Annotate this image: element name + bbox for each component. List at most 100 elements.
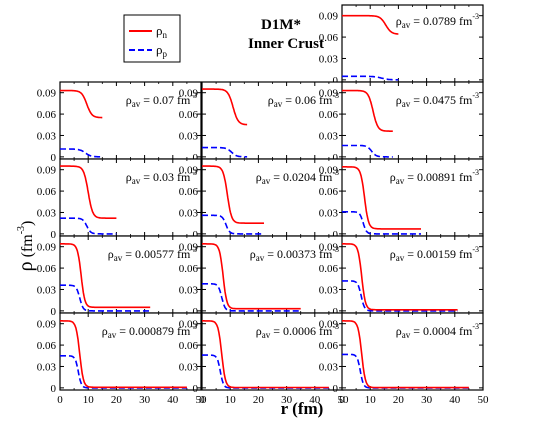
y-tick-label: 0 bbox=[193, 229, 199, 241]
panel-5: 00.030.060.09 ρav = 0.03 fm-3 bbox=[37, 158, 202, 241]
x-tick-label: 30 bbox=[139, 394, 151, 406]
chart-title: D1M* bbox=[261, 17, 301, 33]
panel-6: 0 0.03 0.06 0.09 ρav = 0.0204 fm-3 bbox=[179, 158, 344, 241]
panel-3-neutron-density-line bbox=[202, 88, 248, 126]
x-tick-label: 40 bbox=[449, 394, 461, 406]
panel-4: 0 0.03 0.06 0.09 ρav = 0.0475 fm-3 bbox=[319, 81, 484, 164]
x-tick-label: 10 bbox=[225, 394, 237, 406]
panel-9-rho-av-label: ρav = 0.00373 fm-3 bbox=[250, 245, 339, 263]
y-tick-label: 0.09 bbox=[319, 88, 339, 100]
y-tick-label: 0.03 bbox=[319, 53, 339, 65]
y-tick-label: 0 bbox=[333, 152, 339, 164]
panels-group: 00.030.060.09 ρav = 0.0789 fm-300.030.060… bbox=[37, 4, 490, 406]
y-tick-label: 0 bbox=[193, 152, 199, 164]
y-tick-label: 0.09 bbox=[179, 242, 199, 254]
panel-4-neutron-density-line bbox=[342, 89, 393, 132]
panel-6-neutron-density-line bbox=[202, 165, 264, 224]
panel-2: 00.030.060.09 ρav = 0.07 fm-3 bbox=[37, 81, 202, 164]
y-tick-label: 0.03 bbox=[319, 284, 339, 296]
y-axis-title: ρ (fm-3) bbox=[15, 221, 37, 272]
panel-7: 0 0.03 0.06 0.09 ρav = 0.00891 fm-3 bbox=[319, 158, 484, 241]
y-tick-label: 0.09 bbox=[37, 165, 57, 177]
panel-6-proton-density-line bbox=[202, 214, 264, 235]
panel-7-neutron-density-line bbox=[342, 166, 421, 230]
y-tick-label: 0.09 bbox=[37, 88, 57, 100]
y-tick-label: 0.09 bbox=[179, 88, 199, 100]
y-tick-label: 0 bbox=[333, 75, 339, 87]
panel-9-proton-density-line bbox=[202, 283, 301, 312]
x-axis-title: r (fm) bbox=[281, 399, 324, 418]
legend-neutron-label: ρn bbox=[156, 23, 168, 40]
panel-8-proton-density-line bbox=[60, 284, 151, 312]
panel-1-frame bbox=[341, 4, 484, 83]
panel-7-frame bbox=[341, 158, 484, 237]
panel-3: 00.030.060.09 ρav = 0.06 fm-3 bbox=[179, 81, 344, 164]
y-tick-label: 0.03 bbox=[37, 207, 57, 219]
y-tick-label: 0.09 bbox=[319, 319, 339, 331]
y-tick-label: 0 bbox=[333, 383, 339, 395]
panel-8-neutron-density-line bbox=[60, 243, 151, 309]
y-tick-label: 0 bbox=[193, 383, 199, 395]
y-tick-label: 0 bbox=[333, 306, 339, 318]
panel-10-proton-density-line bbox=[342, 280, 458, 312]
x-tick-label: 10 bbox=[83, 394, 95, 406]
panel-2-frame bbox=[59, 81, 202, 160]
y-tick-label: 0.09 bbox=[37, 319, 57, 331]
panel-1-neutron-density-line bbox=[342, 14, 399, 35]
y-tick-label: 0.09 bbox=[179, 165, 199, 177]
panel-7-proton-density-line bbox=[342, 211, 421, 235]
y-tick-label: 0.03 bbox=[37, 284, 57, 296]
y-tick-label: 0 bbox=[51, 383, 57, 395]
panel-7-rho-av-label: ρav = 0.00891 fm-3 bbox=[390, 168, 479, 186]
y-tick-label: 0 bbox=[193, 306, 199, 318]
panel-10-rho-av-label: ρav = 0.00159 fm-3 bbox=[390, 245, 479, 263]
y-tick-label: 0.03 bbox=[319, 130, 339, 142]
panel-3-proton-density-line bbox=[202, 146, 248, 158]
panel-4-proton-density-line bbox=[342, 144, 393, 158]
y-tick-label: 0 bbox=[51, 229, 57, 241]
y-tick-label: 0.06 bbox=[319, 186, 339, 198]
x-tick-label: 20 bbox=[393, 394, 405, 406]
panel-2-neutron-density-line bbox=[60, 89, 103, 119]
panel-9-neutron-density-line bbox=[202, 243, 301, 310]
panel-2-rho-av-label: ρav = 0.07 fm-3 bbox=[126, 91, 197, 109]
y-tick-label: 0.06 bbox=[37, 340, 57, 352]
panel-5-neutron-density-line bbox=[60, 165, 117, 219]
panel-11-neutron-density-line bbox=[60, 320, 187, 389]
legend-proton-label: ρp bbox=[156, 42, 168, 59]
x-tick-label: 0 bbox=[57, 394, 63, 406]
panel-9-frame bbox=[201, 235, 344, 314]
panel-1: 0 0.03 0.06 0.09 ρav = 0.0789 fm-3 bbox=[319, 4, 484, 87]
panel-3-rho-av-label: ρav = 0.06 fm-3 bbox=[268, 91, 339, 109]
y-tick-label: 0.03 bbox=[319, 207, 339, 219]
y-tick-label: 0.06 bbox=[37, 263, 57, 275]
x-tick-label: 50 bbox=[478, 394, 490, 406]
panel-13-rho-av-label: ρav = 0.0004 fm-3 bbox=[396, 322, 479, 340]
panel-6-rho-av-label: ρav = 0.0204 fm-3 bbox=[256, 168, 339, 186]
panel-8: 00.030.060.09 ρav = 0.00577 fm-3 bbox=[37, 235, 202, 318]
x-tick-label: 40 bbox=[167, 394, 179, 406]
legend-frame bbox=[123, 14, 181, 63]
x-tick-label: 0 bbox=[199, 394, 205, 406]
legend: ρn ρp bbox=[123, 14, 181, 63]
y-tick-label: 0.09 bbox=[37, 242, 57, 254]
panel-9: 00.030.060.09 ρav = 0.00373 fm-3 bbox=[179, 235, 344, 318]
y-tick-label: 0.06 bbox=[37, 109, 57, 121]
y-tick-label: 0 bbox=[51, 306, 57, 318]
y-tick-label: 0.09 bbox=[319, 11, 339, 23]
panel-1-proton-density-line bbox=[342, 75, 399, 81]
y-tick-label: 0.06 bbox=[179, 109, 199, 121]
y-tick-label: 0.06 bbox=[319, 109, 339, 121]
y-tick-label: 0.06 bbox=[179, 340, 199, 352]
y-tick-label: 0.03 bbox=[37, 130, 57, 142]
chart-subtitle: Inner Crust bbox=[248, 36, 324, 52]
y-tick-label: 0.03 bbox=[179, 207, 199, 219]
panel-8-rho-av-label: ρav = 0.00577 fm-3 bbox=[108, 245, 197, 263]
y-tick-label: 0.03 bbox=[179, 284, 199, 296]
panel-12-rho-av-label: ρav = 0.0006 fm-3 bbox=[256, 322, 339, 340]
x-tick-label: 10 bbox=[365, 394, 377, 406]
